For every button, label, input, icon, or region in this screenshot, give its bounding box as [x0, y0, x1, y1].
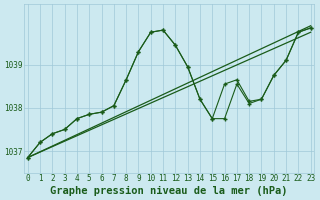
- X-axis label: Graphe pression niveau de la mer (hPa): Graphe pression niveau de la mer (hPa): [51, 186, 288, 196]
